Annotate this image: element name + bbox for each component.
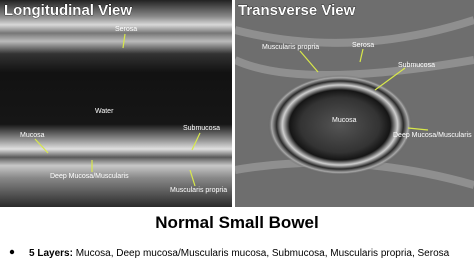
layer-label: Submucosa	[183, 125, 220, 132]
bowel-cross-section	[268, 75, 412, 175]
divider	[232, 0, 235, 207]
bullet-text: Mucosa, Deep mucosa/Muscularis mucosa, S…	[76, 248, 450, 259]
layer-label: Mucosa	[20, 132, 45, 139]
panel-title: Transverse View	[238, 2, 356, 19]
layer-label: Serosa	[352, 42, 374, 49]
layer-label: Muscularis propria	[262, 44, 319, 51]
bullet	[9, 249, 15, 255]
layer-label: Serosa	[115, 26, 137, 33]
panel-title: Longitudinal View	[4, 2, 132, 19]
layer-label: Deep Mucosa/Muscularis	[50, 173, 129, 180]
layer-label: Water	[95, 108, 114, 115]
layer-label: Submucosa	[398, 62, 435, 69]
arrows	[34, 33, 429, 187]
caption-bullet: 5 Layers: Mucosa, Deep mucosa/Muscularis…	[29, 248, 450, 259]
layer-label: Muscularis propria	[170, 187, 227, 194]
layer-label: Deep Mucosa/Muscularis	[393, 132, 472, 139]
layer-label: Mucosa	[332, 117, 357, 124]
longitudinal-image	[0, 0, 232, 207]
caption-title: Normal Small Bowel	[155, 213, 318, 232]
bullet-lead: 5 Layers:	[29, 248, 73, 259]
